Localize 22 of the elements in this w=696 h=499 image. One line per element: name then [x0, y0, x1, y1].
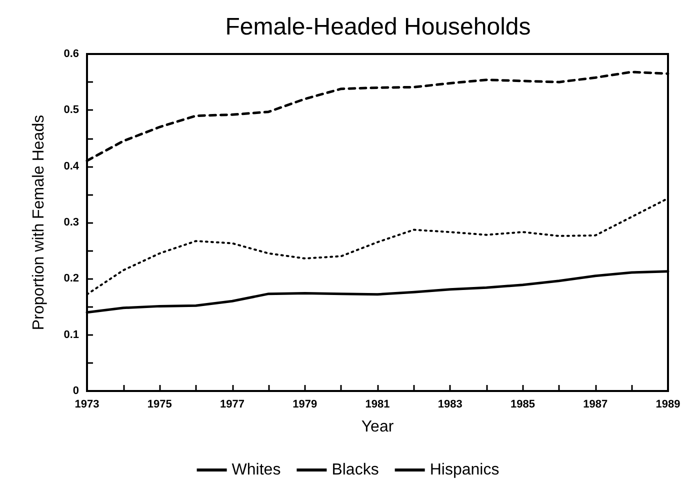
chart-title: Female-Headed Households — [225, 14, 531, 40]
x-tick-label: 1989 — [656, 398, 680, 410]
x-tick-label: 1973 — [74, 398, 100, 410]
legend-label: Blacks — [332, 462, 379, 478]
x-tick-label: 1983 — [438, 398, 462, 410]
x-tick-label: 1981 — [365, 398, 390, 410]
y-tick-label: 0.1 — [64, 328, 79, 341]
x-tick-label: 1979 — [292, 398, 318, 410]
y-axis-title: Proportion with Female Heads — [30, 114, 48, 330]
y-tick-label: 0.3 — [64, 216, 79, 228]
legend-label: Whites — [232, 462, 281, 478]
y-tick-label: 0 — [72, 385, 79, 397]
y-tick-label: 0.5 — [64, 104, 79, 116]
y-tick-label: 0.6 — [64, 48, 79, 60]
x-tick-label: 1977 — [220, 398, 244, 410]
x-tick-label: 1975 — [147, 398, 172, 410]
x-axis-title: Year — [361, 418, 394, 436]
y-tick-label: 0.2 — [64, 272, 79, 285]
y-tick-label: 0.4 — [64, 160, 80, 172]
x-tick-label: 1985 — [510, 398, 535, 410]
legend-label: Hispanics — [430, 462, 500, 478]
x-tick-label: 1987 — [583, 398, 608, 410]
